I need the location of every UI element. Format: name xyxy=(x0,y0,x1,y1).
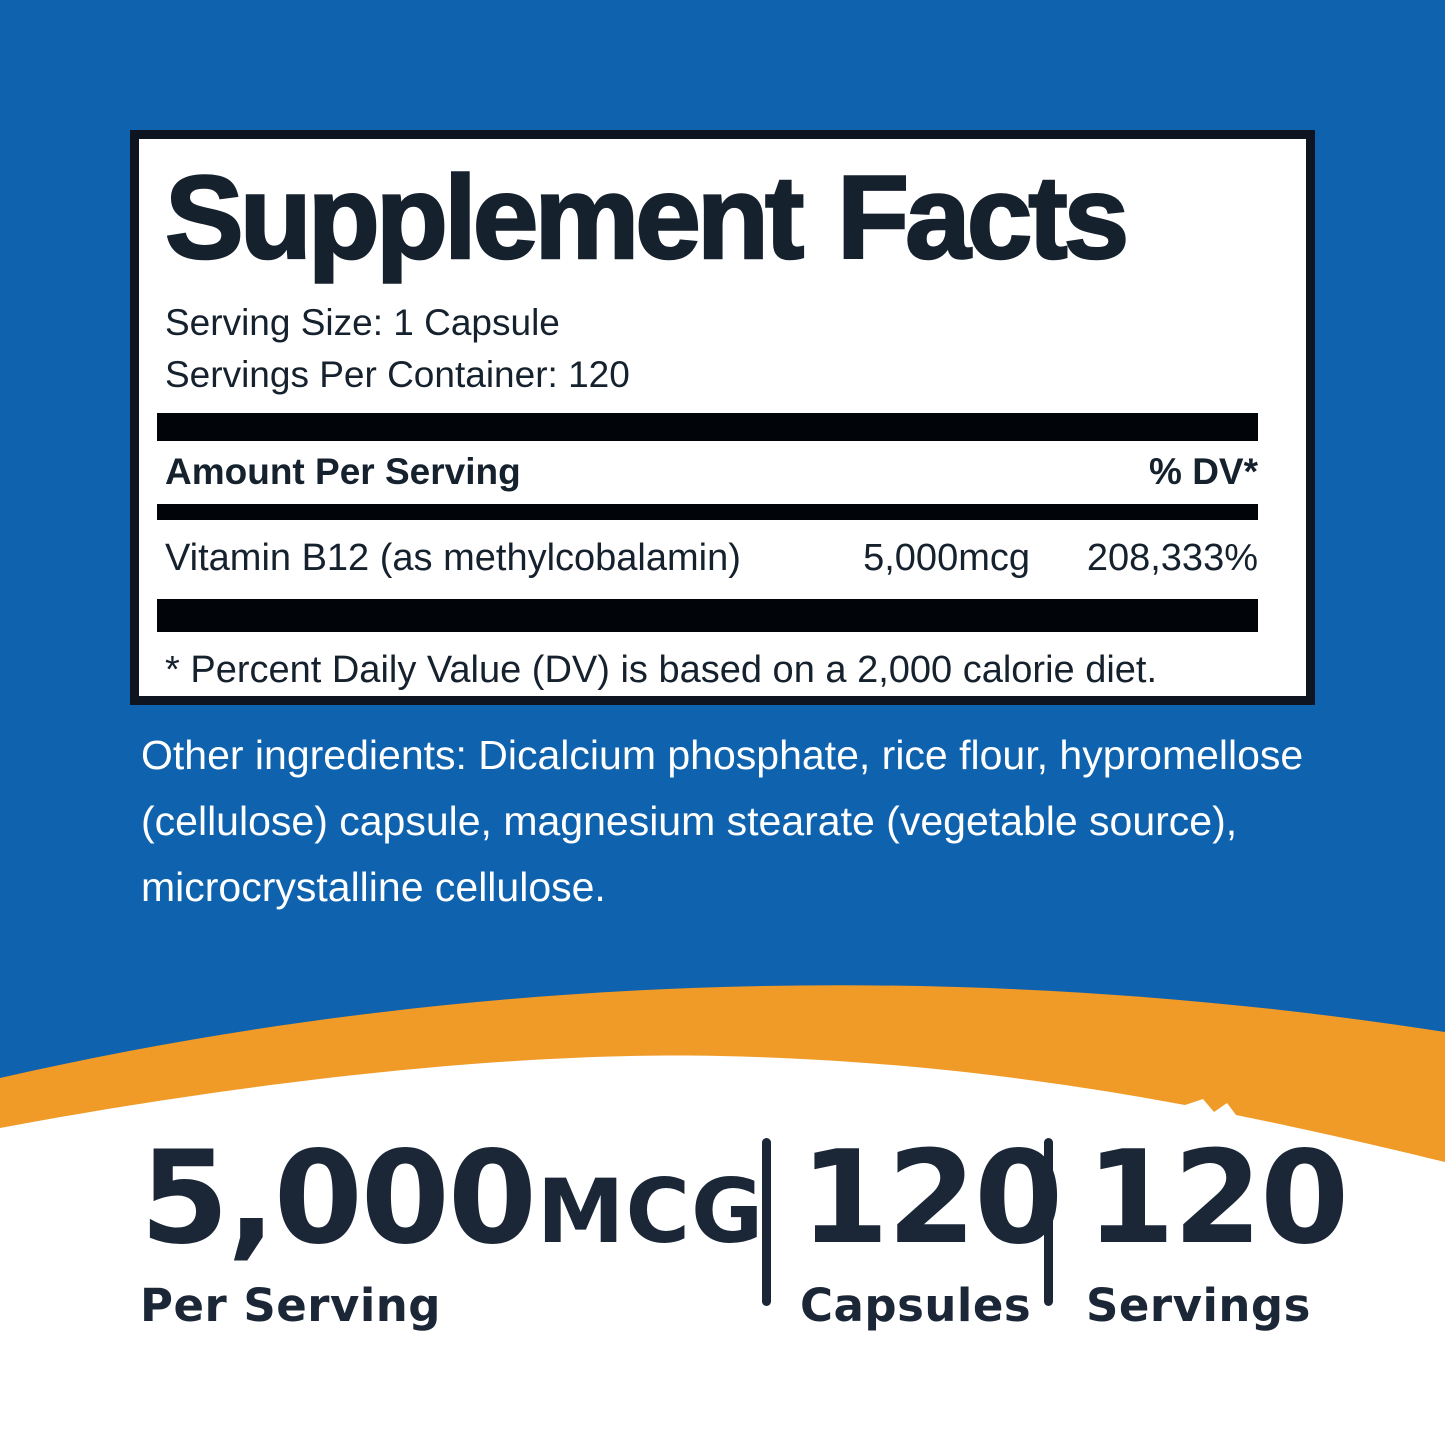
separator-bar-thin xyxy=(157,504,1258,520)
separator-bar-thick-bottom xyxy=(157,599,1258,632)
facts-title: Supplement Facts xyxy=(164,151,1131,286)
serving-count-value: 120 xyxy=(1086,1124,1349,1273)
other-ingredients-text: Other ingredients: Dicalcium phosphate, … xyxy=(141,722,1341,920)
dosage-unit: MCG xyxy=(536,1160,765,1263)
daily-value-header: % DV* xyxy=(1149,451,1258,492)
vertical-divider xyxy=(1044,1138,1053,1306)
swoosh-white-area xyxy=(0,1055,1445,1445)
vertical-divider xyxy=(762,1138,771,1306)
dosage-highlight: 5,000 MCG Per Serving xyxy=(140,1135,764,1333)
table-header-row: Amount Per Serving % DV* xyxy=(165,450,1258,494)
nutrient-row: Vitamin B12 (as methylcobalamin) 5,000mc… xyxy=(165,535,1258,581)
other-ingredients-line: (cellulose) capsule, magnesium stearate … xyxy=(141,798,1238,844)
servings-per-container-line: Servings Per Container: 120 xyxy=(165,354,630,395)
separator-bar-thick xyxy=(157,413,1258,441)
daily-value-footnote: * Percent Daily Value (DV) is based on a… xyxy=(165,649,1158,691)
nutrient-name: Vitamin B12 (as methylcobalamin) xyxy=(165,537,741,579)
other-ingredients-line: Other ingredients: Dicalcium phosphate, … xyxy=(141,732,1304,778)
nutrient-daily-value: 208,333% xyxy=(1086,537,1258,579)
amount-per-serving-header: Amount Per Serving xyxy=(165,451,521,492)
nutrient-amount: 5,000mcg xyxy=(863,537,1030,579)
dosage-label: Per Serving xyxy=(140,1279,441,1332)
capsule-count-value: 120 xyxy=(800,1124,1063,1273)
capsule-count-highlight: 120 Capsules xyxy=(800,1124,1063,1333)
serving-count-highlight: 120 Servings xyxy=(1086,1124,1349,1333)
other-ingredients-line: microcrystalline cellulose. xyxy=(141,864,606,910)
dosage-value: 5,000 xyxy=(140,1124,537,1273)
dosage-value-line: 5,000 MCG xyxy=(140,1135,764,1263)
supplement-facts-panel: Supplement Facts Serving Size: 1 Capsule… xyxy=(130,130,1315,705)
capsule-count-label: Capsules xyxy=(800,1279,1032,1332)
serving-size-line: Serving Size: 1 Capsule xyxy=(165,302,560,343)
capsule-count-value-line: 120 xyxy=(800,1124,1063,1273)
serving-count-value-line: 120 xyxy=(1086,1124,1349,1273)
serving-count-label: Servings xyxy=(1086,1279,1311,1332)
